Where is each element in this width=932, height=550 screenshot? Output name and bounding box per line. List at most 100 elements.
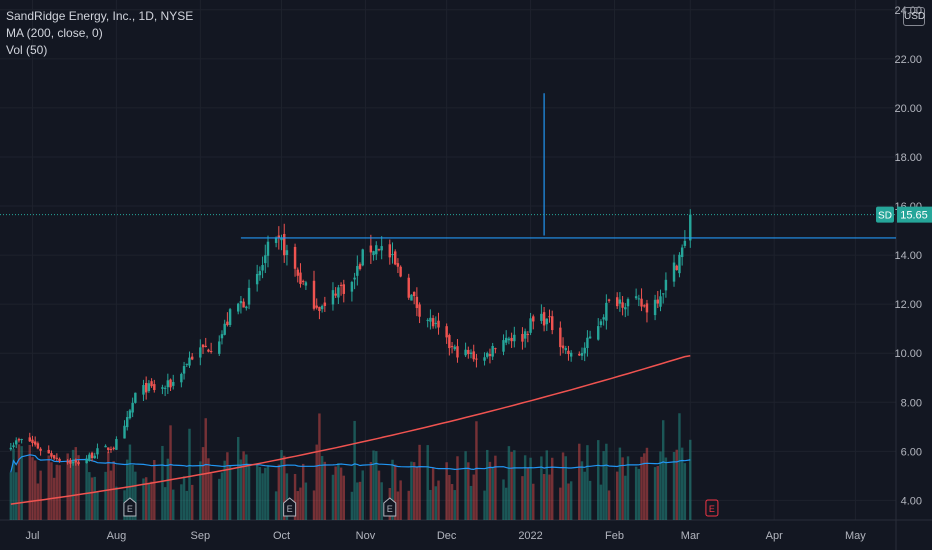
volume-bar bbox=[182, 476, 186, 520]
volume-bar bbox=[85, 457, 88, 520]
earnings-marker: E bbox=[383, 497, 397, 517]
candle-body bbox=[199, 347, 202, 358]
volume-bar bbox=[491, 467, 494, 520]
candle-body bbox=[115, 439, 118, 450]
volume-bar bbox=[74, 447, 78, 520]
candle-body bbox=[180, 373, 183, 383]
volume-bar bbox=[529, 457, 532, 520]
volume-bar bbox=[605, 443, 608, 520]
candle-body bbox=[128, 410, 132, 419]
candle bbox=[12, 442, 15, 449]
candle bbox=[69, 458, 72, 468]
ma-200 bbox=[10, 354, 691, 505]
price-tag-bg bbox=[897, 206, 932, 223]
candle bbox=[337, 284, 340, 305]
candle-body bbox=[486, 353, 489, 357]
candle-body bbox=[675, 265, 678, 271]
volume-bar bbox=[239, 459, 243, 520]
candle-body bbox=[296, 269, 299, 276]
candle bbox=[85, 455, 88, 464]
volume-bar bbox=[578, 443, 581, 520]
volume-bar bbox=[634, 466, 638, 520]
candle-body bbox=[391, 254, 394, 256]
candle bbox=[597, 318, 600, 341]
volume-bar bbox=[675, 449, 678, 520]
volume-bar bbox=[66, 453, 69, 520]
volume-bar bbox=[450, 484, 454, 520]
candle-body bbox=[410, 294, 413, 301]
candle-body bbox=[494, 348, 497, 350]
candle-body bbox=[369, 245, 373, 253]
candle-body bbox=[58, 458, 61, 462]
time-tick-label: Apr bbox=[766, 530, 783, 542]
candle-body bbox=[467, 349, 470, 355]
candle bbox=[588, 330, 592, 339]
candle-body bbox=[131, 402, 134, 413]
candle-body bbox=[204, 345, 207, 348]
volume-bar bbox=[220, 472, 224, 520]
candle bbox=[661, 293, 665, 304]
candle bbox=[521, 327, 524, 350]
candle-body bbox=[412, 291, 416, 297]
currency-button[interactable]: USD bbox=[903, 7, 925, 26]
candle bbox=[134, 392, 137, 404]
volume-bar bbox=[242, 451, 245, 520]
ma-200-line bbox=[10, 354, 691, 505]
candle bbox=[47, 445, 50, 454]
candle-body bbox=[526, 333, 530, 335]
candle-body bbox=[680, 247, 684, 258]
candle-body bbox=[380, 246, 383, 251]
candle-body bbox=[564, 348, 567, 351]
volume-bar bbox=[550, 457, 554, 520]
candle-body bbox=[28, 437, 31, 442]
candle-body bbox=[569, 352, 573, 357]
time-tick-label: Jul bbox=[25, 530, 39, 542]
candle bbox=[318, 306, 321, 320]
volume-bar bbox=[618, 447, 622, 520]
candle-body bbox=[52, 455, 56, 459]
volume-bar bbox=[678, 413, 681, 520]
candle-body bbox=[548, 316, 551, 318]
candle-body bbox=[456, 346, 459, 358]
candle bbox=[283, 223, 286, 263]
candle-body bbox=[542, 312, 546, 326]
candle-body bbox=[334, 293, 337, 296]
candle-body bbox=[488, 354, 492, 356]
candle bbox=[621, 295, 624, 316]
candle-body bbox=[134, 392, 137, 403]
volume-bar bbox=[218, 478, 221, 520]
volume-bar bbox=[418, 444, 421, 520]
volume-bar bbox=[258, 467, 262, 520]
volume-bar bbox=[431, 467, 435, 520]
candle bbox=[320, 304, 324, 313]
volume-bar bbox=[47, 455, 50, 520]
volume-bar bbox=[502, 479, 505, 520]
candle-body bbox=[299, 272, 302, 284]
candle-body bbox=[624, 307, 627, 310]
candle bbox=[182, 361, 186, 380]
volume-bar bbox=[510, 451, 513, 520]
candle bbox=[640, 288, 643, 312]
volume-bar bbox=[245, 454, 248, 520]
volume-bar bbox=[523, 455, 527, 520]
candle-body bbox=[431, 318, 435, 327]
candle bbox=[52, 454, 56, 461]
volume-bar bbox=[559, 487, 562, 520]
candle-body bbox=[258, 271, 262, 276]
candle bbox=[239, 296, 243, 314]
ma-legend[interactable]: MA (200, close, 0) bbox=[6, 26, 103, 40]
volume-legend[interactable]: Vol (50) bbox=[6, 43, 48, 57]
volume-bar bbox=[434, 486, 438, 520]
candle bbox=[407, 273, 410, 300]
volume-bar bbox=[399, 480, 402, 520]
candle-body bbox=[586, 337, 589, 348]
volume-bar bbox=[483, 490, 486, 520]
volume-bar bbox=[199, 461, 202, 520]
symbol-title[interactable]: SandRidge Energy, Inc., 1D, NYSE bbox=[6, 9, 194, 23]
candle-body bbox=[358, 264, 362, 270]
candle-body bbox=[36, 443, 40, 449]
candle-body bbox=[266, 241, 270, 256]
volume-bar bbox=[469, 485, 473, 520]
candle bbox=[429, 309, 432, 330]
